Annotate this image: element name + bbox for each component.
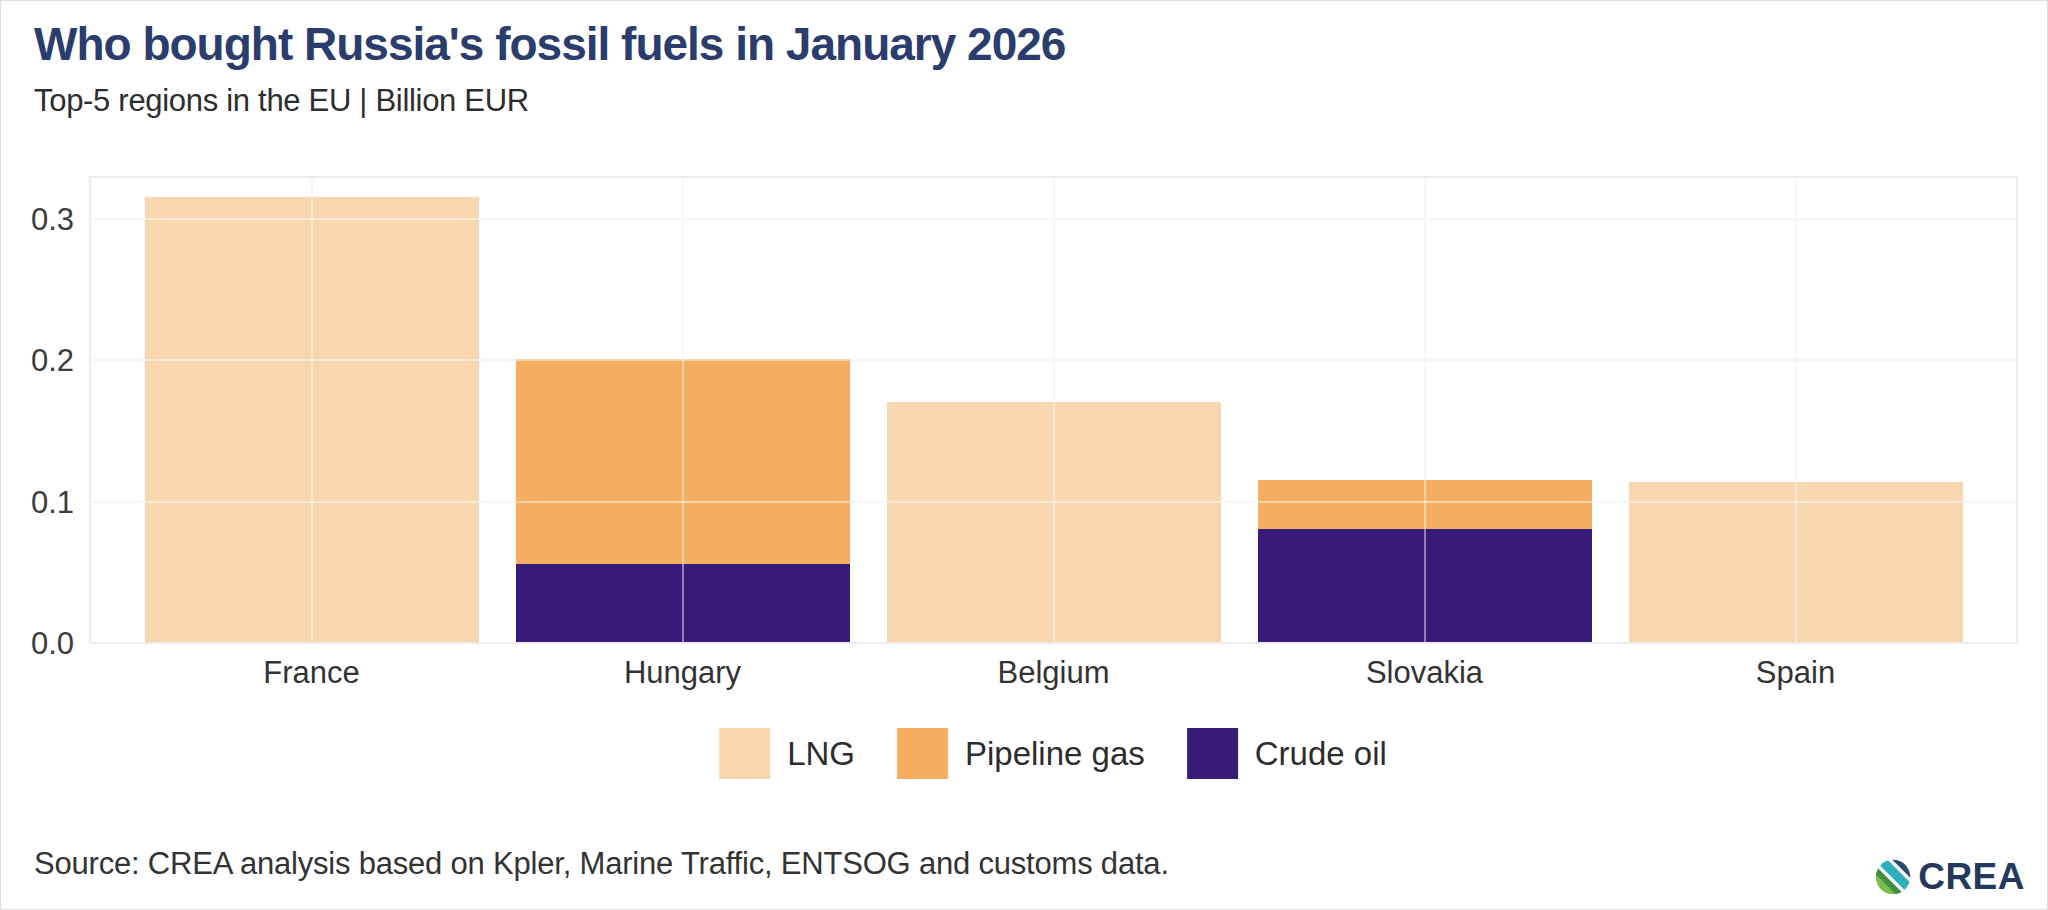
y-tick-label: 0.2 [1,341,74,381]
x-tick-label-france: France [127,651,497,695]
legend: LNG Pipeline gas Crude oil [719,728,1387,779]
chart-subtitle: Top-5 regions in the EU | Billion EUR [34,83,529,119]
x-tick-label-belgium: Belgium [869,651,1239,695]
legend-item-crude-oil: Crude oil [1187,728,1387,779]
plot-area [91,178,2016,642]
chart-panel [89,176,2018,644]
v-gridline-overlay [1424,178,1426,642]
y-tick-label: 0.0 [1,624,74,664]
source-note: Source: CREA analysis based on Kpler, Ma… [34,846,1169,882]
legend-label: LNG [787,735,855,773]
y-tick-label: 0.3 [1,200,74,240]
v-gridline-overlay [1053,178,1055,642]
crea-wordmark: CREA [1918,856,2025,898]
x-axis: FranceHungaryBelgiumSlovakiaSpain [89,651,2018,695]
legend-label: Crude oil [1255,735,1387,773]
v-gridline-overlay [311,178,313,642]
legend-label: Pipeline gas [965,735,1145,773]
legend-swatch [897,728,948,779]
y-axis: 0.00.10.20.3 [1,176,74,644]
chart-figure: Who bought Russia's fossil fuels in Janu… [0,0,2048,910]
legend-item-pipeline-gas: Pipeline gas [897,728,1145,779]
crea-globe-icon [1875,859,1911,895]
x-tick-label-slovakia: Slovakia [1240,651,1610,695]
legend-item-lng: LNG [719,728,855,779]
x-tick-label-hungary: Hungary [498,651,868,695]
v-gridline-overlay [682,178,684,642]
x-tick-label-spain: Spain [1611,651,1981,695]
legend-swatch [719,728,770,779]
legend-swatch [1187,728,1238,779]
crea-logo: CREA [1875,856,2025,898]
chart-title: Who bought Russia's fossil fuels in Janu… [34,17,1065,71]
v-gridline-overlay [1795,178,1797,642]
y-tick-label: 0.1 [1,483,74,523]
